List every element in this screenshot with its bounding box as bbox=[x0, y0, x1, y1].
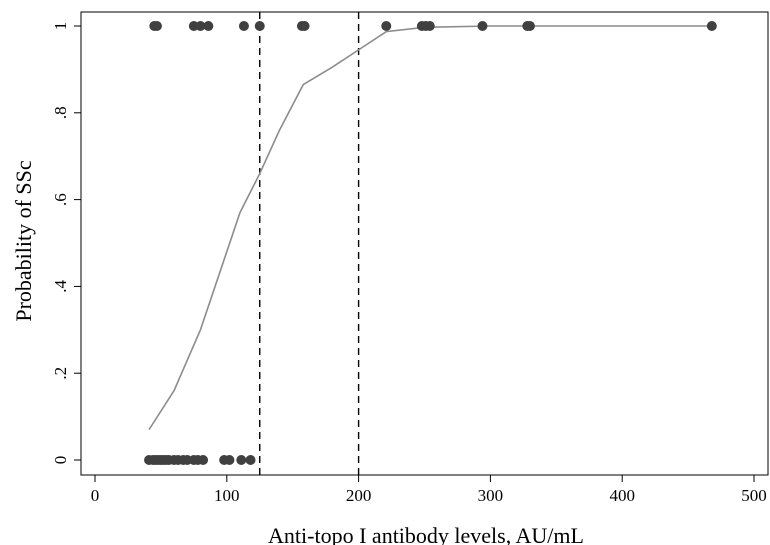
data-point bbox=[151, 21, 162, 31]
x-tick-label: 400 bbox=[609, 486, 635, 505]
x-tick-label: 100 bbox=[214, 486, 240, 505]
data-point bbox=[477, 21, 488, 31]
y-axis: 0 .2 .4 .6 .8 1 bbox=[51, 22, 81, 465]
y-tick-label: 0 bbox=[51, 456, 70, 465]
data-point bbox=[203, 21, 214, 31]
data-point bbox=[524, 21, 535, 31]
data-point bbox=[254, 21, 265, 31]
y-tick-label: 1 bbox=[51, 22, 70, 31]
x-tick-label: 0 bbox=[91, 486, 100, 505]
y-axis-title: Probability of SSc bbox=[11, 160, 36, 322]
data-point bbox=[424, 21, 435, 31]
y-tick-label: .4 bbox=[51, 280, 70, 293]
data-point bbox=[195, 21, 206, 31]
data-point bbox=[299, 21, 310, 31]
x-axis-title: Anti-topo I antibody levels, AU/mL bbox=[268, 523, 584, 545]
y-tick-label: .2 bbox=[51, 367, 70, 380]
data-point bbox=[381, 21, 392, 31]
y-tick-label: .8 bbox=[51, 106, 70, 119]
data-point bbox=[245, 455, 256, 465]
data-point bbox=[706, 21, 717, 31]
y-tick-label: .6 bbox=[51, 193, 70, 206]
data-point bbox=[198, 455, 209, 465]
x-axis: 0 100 200 300 400 500 bbox=[91, 475, 767, 505]
x-tick-label: 500 bbox=[741, 486, 767, 505]
data-point bbox=[224, 455, 235, 465]
fitted-probability-line bbox=[148, 25, 712, 431]
x-tick-label: 300 bbox=[478, 486, 504, 505]
plot-frame bbox=[80, 11, 769, 476]
plot-area bbox=[80, 11, 769, 476]
data-point bbox=[238, 21, 249, 31]
x-tick-label: 200 bbox=[346, 486, 372, 505]
data-point bbox=[236, 455, 247, 465]
